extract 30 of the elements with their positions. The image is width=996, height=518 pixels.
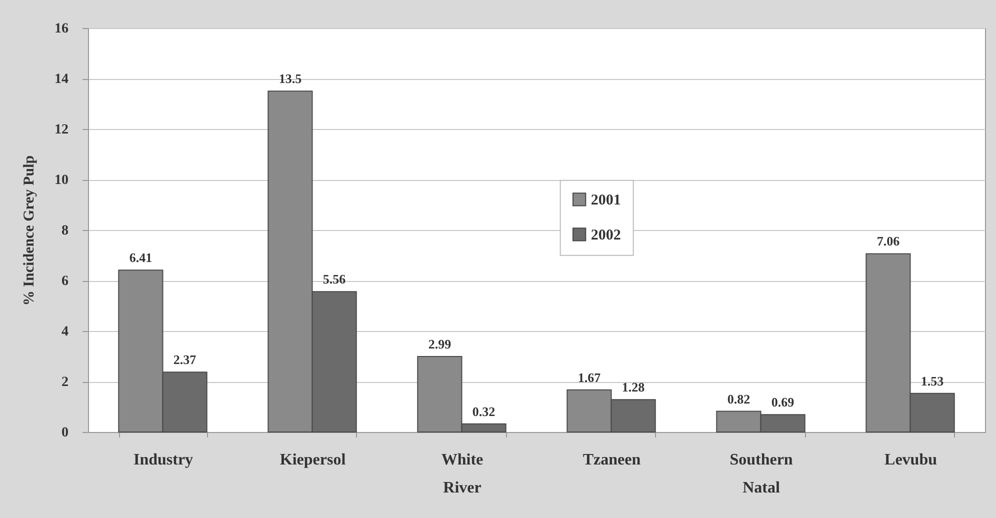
data-label: 13.5 xyxy=(278,71,302,86)
data-label: 1.28 xyxy=(622,380,646,395)
y-tick-label: 16 xyxy=(54,22,68,36)
y-tick-label: 0 xyxy=(62,426,68,440)
x-tick-label: Southern Natal xyxy=(730,452,793,496)
y-tick-label: 6 xyxy=(62,274,68,289)
x-tick-label: Tzaneen xyxy=(582,452,641,468)
y-tick-label: 8 xyxy=(62,224,68,238)
legend-label: 2001 xyxy=(590,192,621,208)
data-label: 5.56 xyxy=(322,272,346,287)
data-label: 2.99 xyxy=(428,336,452,352)
data-label: 6.41 xyxy=(129,250,152,266)
data-label: 2.37 xyxy=(173,352,197,368)
x-tick-label: Kiepersol xyxy=(280,452,346,468)
y-tick-label: 12 xyxy=(54,122,68,138)
y-axis-title: % Incidence Grey Pulp xyxy=(22,155,38,306)
data-label: 0.69 xyxy=(771,394,795,410)
y-tick-label: 4 xyxy=(62,324,68,340)
y-tick-label: 14 xyxy=(54,72,68,87)
legend-label: 2002 xyxy=(590,227,621,244)
x-tick-label: White River xyxy=(441,452,484,496)
y-tick-label: 2 xyxy=(62,375,68,390)
data-label: 0.32 xyxy=(472,404,496,419)
data-label: 1.53 xyxy=(920,373,944,388)
y-tick-label: 10 xyxy=(54,173,68,188)
x-tick-label: Industry xyxy=(133,452,194,468)
x-tick-label: Levubu xyxy=(884,452,938,468)
data-label: 0.82 xyxy=(727,391,750,406)
data-label: 1.67 xyxy=(578,370,602,385)
data-label: 7.06 xyxy=(876,234,900,249)
